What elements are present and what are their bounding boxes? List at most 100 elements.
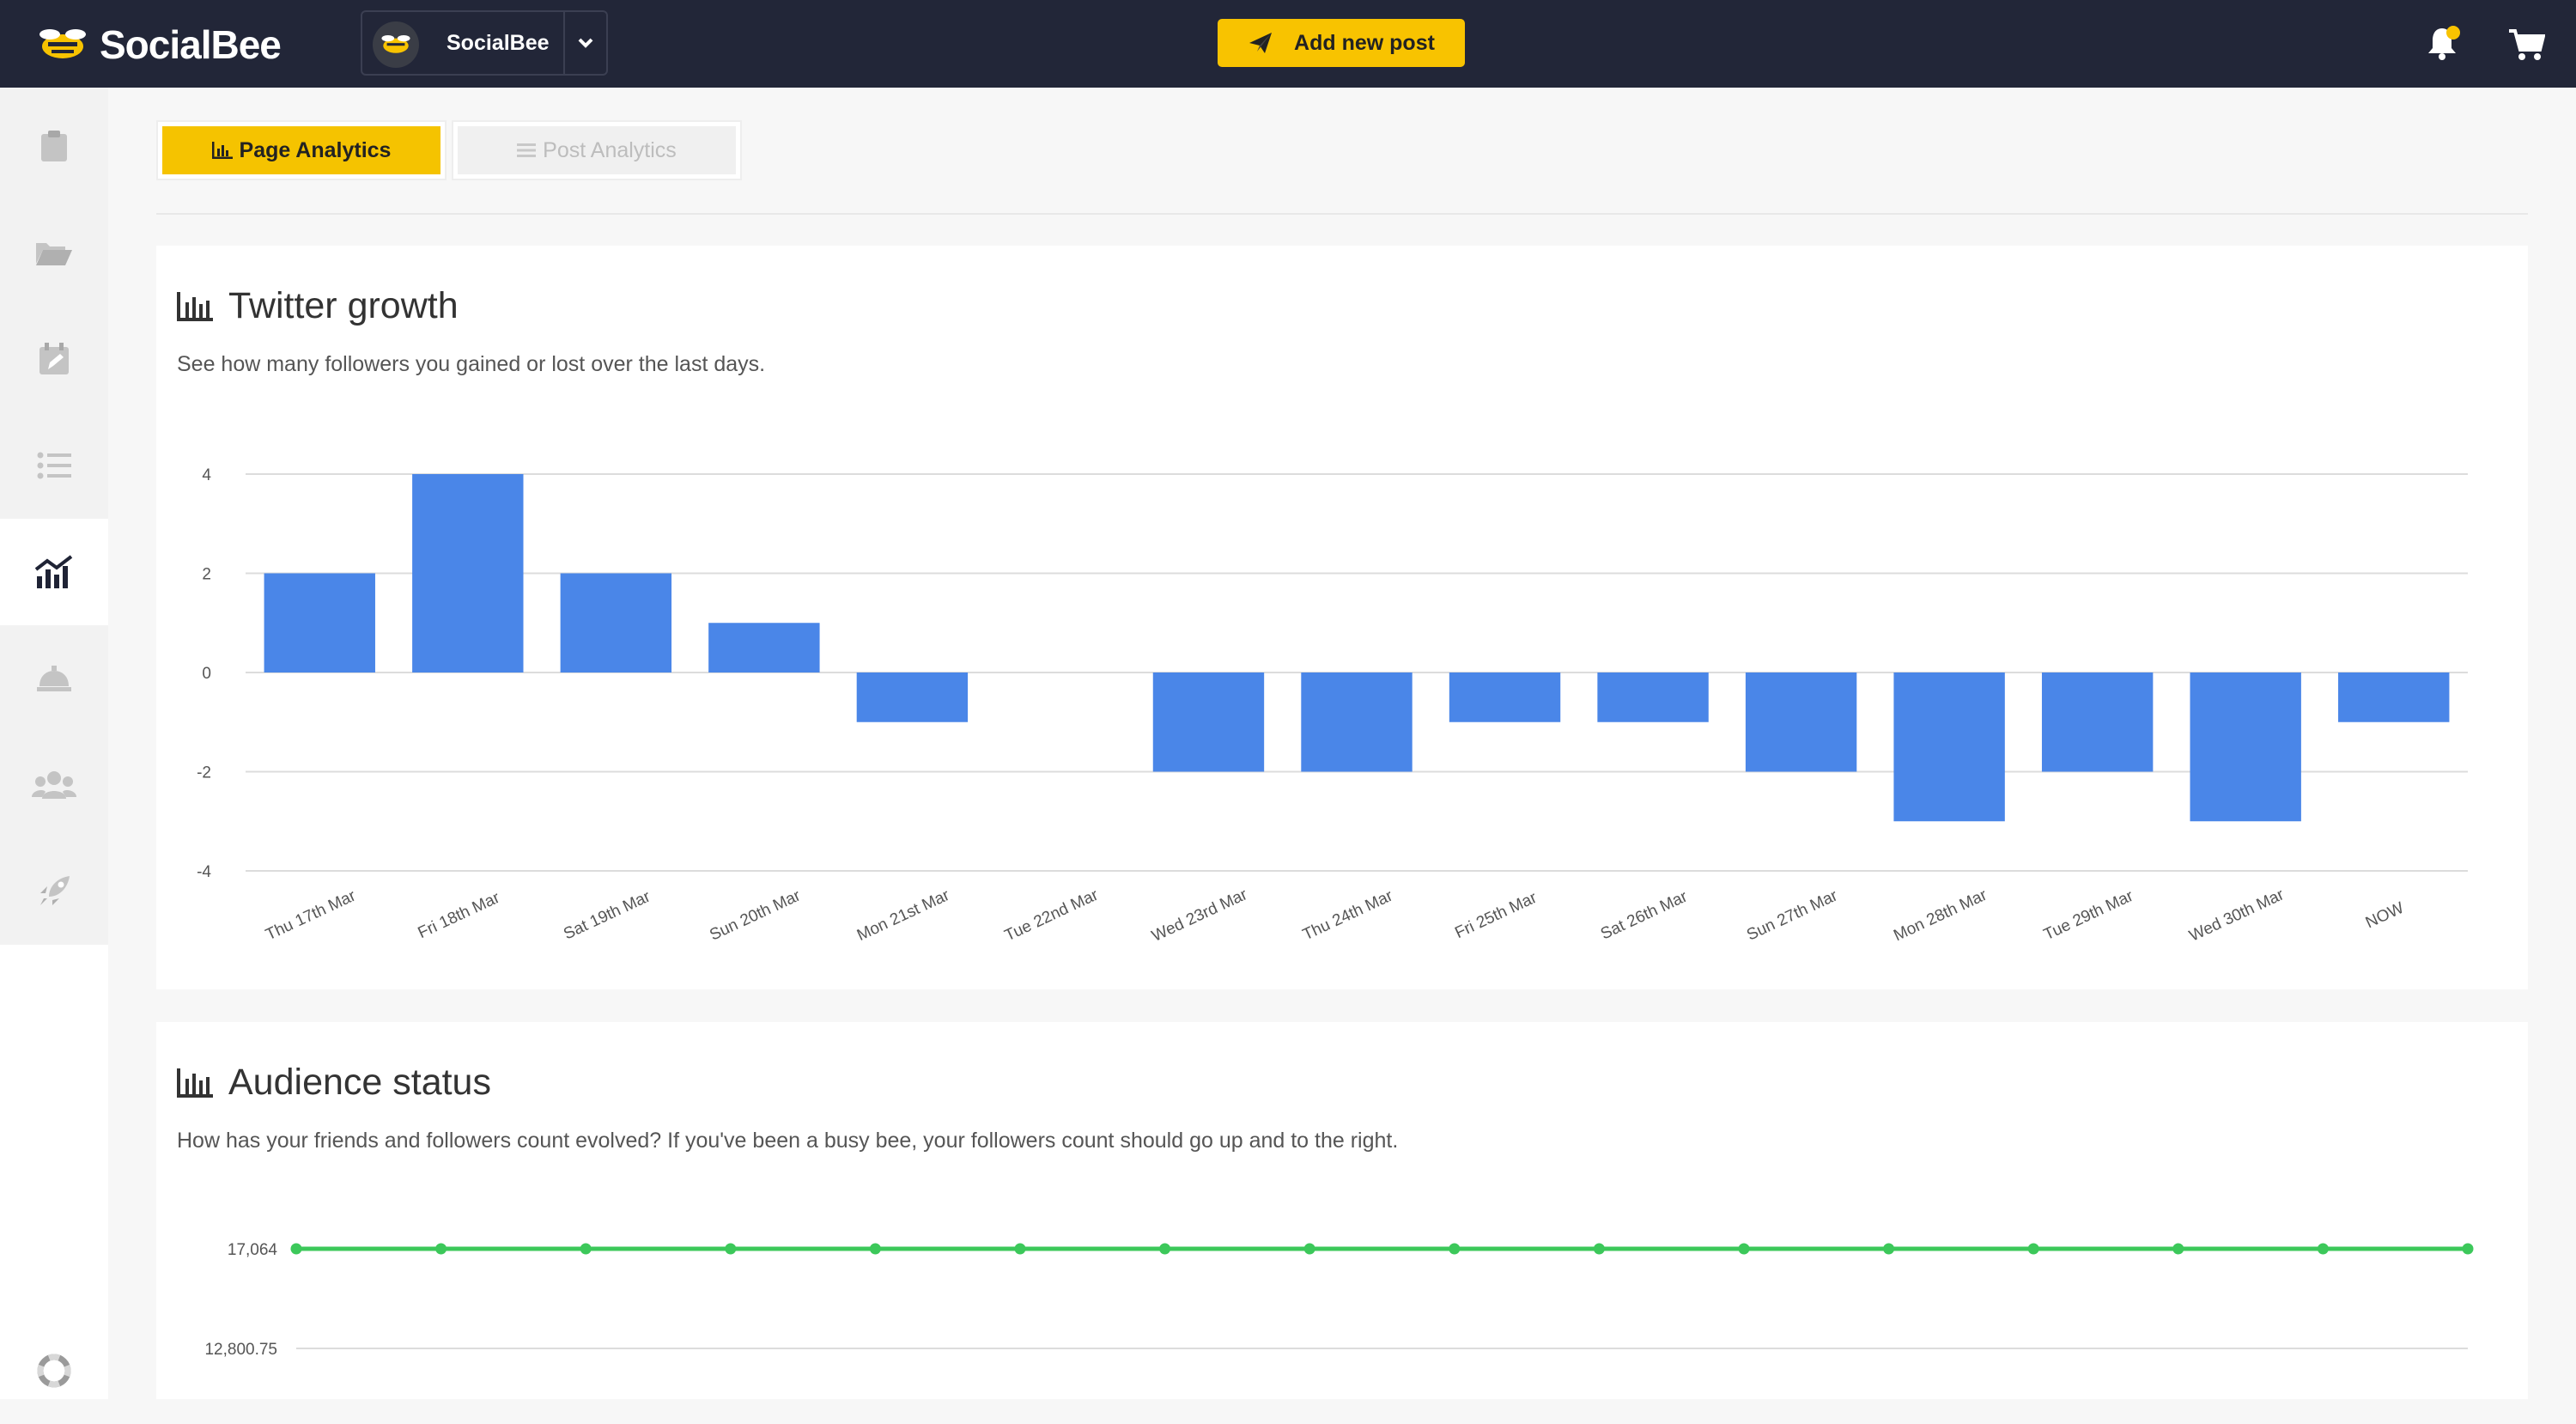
bar [1893,672,2005,822]
y-tick-label: -2 [197,764,211,782]
account-switcher[interactable]: SocialBee [361,10,608,76]
bee-logo-icon [39,29,86,58]
bar [1301,672,1413,772]
y-tick-label: 12,800.75 [204,1341,277,1359]
audience-status-description: How has your friends and followers count… [177,1129,1399,1153]
x-tick-label: Sun 20th Mar [707,886,804,945]
clipboard-icon [41,131,67,161]
calendar-edit-icon [39,343,69,374]
bar-chart-icon [177,1068,213,1098]
x-tick-label: Fri 25th Mar [1452,889,1540,943]
x-tick-label: NOW [2363,899,2407,933]
bar [856,672,969,722]
account-divider [563,12,565,74]
bar [1597,672,1709,722]
top-bar: SocialBee SocialBee Add new post [0,0,2576,88]
data-point [1014,1243,1026,1255]
sidebar-item-queue[interactable] [0,412,108,519]
sidebar-item-content[interactable] [0,93,108,199]
data-point [1738,1243,1750,1255]
data-point [869,1243,881,1255]
x-tick-label: Mon 28th Mar [1891,885,1990,945]
chevron-down-icon [578,38,593,48]
data-point [2027,1243,2039,1255]
sidebar-item-folders[interactable] [0,199,108,306]
bee-avatar-icon [381,34,410,53]
x-tick-label: Sun 27th Mar [1744,886,1841,945]
twitter-growth-heading: Twitter growth [177,285,459,327]
bar [264,573,375,672]
sidebar-item-concierge[interactable] [0,625,108,732]
twitter-growth-title: Twitter growth [228,285,459,326]
add-new-post-button[interactable]: Add new post [1218,19,1465,67]
rocket-icon [40,876,70,905]
data-point [1593,1243,1605,1255]
x-tick-label: Wed 30th Mar [2187,885,2287,946]
data-point [1159,1243,1171,1255]
account-dropdown-button[interactable] [565,12,606,74]
data-point [580,1243,592,1255]
sidebar-item-team[interactable] [0,732,108,838]
account-avatar [373,21,419,68]
audience-status-title: Audience status [228,1062,491,1103]
data-point [2317,1243,2329,1255]
tabs-divider [156,213,2528,215]
x-tick-label: Sat 26th Mar [1598,887,1691,943]
sidebar-item-calendar[interactable] [0,306,108,412]
tab-page-analytics-label: Page Analytics [239,137,392,162]
bar [1745,672,1857,772]
x-tick-label: Mon 21st Mar [854,886,953,945]
x-tick-label: Fri 18th Mar [416,889,503,943]
list-icon [37,452,71,479]
bar [1449,672,1561,722]
tab-page-analytics[interactable]: Page Analytics [156,120,447,180]
data-point [435,1243,447,1255]
x-tick-label: Tue 29th Mar [2041,886,2136,944]
analytics-chart-icon [34,555,73,588]
bar [708,623,820,672]
bar [2338,672,2450,722]
y-tick-label: 2 [202,566,211,584]
sidebar [0,88,108,1399]
y-tick-label: 17,064 [228,1241,278,1259]
bar-chart-icon [177,291,213,321]
data-point [2462,1243,2474,1255]
data-point [725,1243,737,1255]
concierge-bell-icon [37,666,71,691]
x-tick-label: Wed 23rd Mar [1149,885,1250,946]
bar [2190,672,2301,822]
data-point [1883,1243,1895,1255]
users-icon [32,771,76,799]
bar [412,474,524,672]
tab-post-analytics[interactable]: Post Analytics [452,120,742,180]
y-tick-label: -4 [197,863,211,881]
app-name: SocialBee [100,22,282,67]
bar [2041,672,2154,772]
cart-button[interactable] [2507,27,2546,66]
y-tick-label: 0 [202,665,211,683]
socialbee-logo[interactable]: SocialBee [36,22,282,67]
paper-plane-icon [1249,33,1273,53]
help-button[interactable] [0,1318,108,1424]
sidebar-footer [0,945,108,1399]
sidebar-item-analytics[interactable] [0,519,108,625]
data-point [1303,1243,1315,1255]
x-tick-label: Sat 19th Mar [561,887,653,943]
data-point [290,1243,302,1255]
bar [560,573,672,672]
audience-status-chart: 17,064 12,800.75 [204,1241,2474,1359]
notification-badge [2446,26,2460,40]
bar-chart-icon [211,142,233,159]
bar [1152,672,1265,772]
folder-open-icon [36,243,72,265]
sidebar-item-growth[interactable] [0,838,108,945]
tab-post-analytics-label: Post Analytics [543,137,677,162]
data-point [1449,1243,1461,1255]
twitter-growth-description: See how many followers you gained or los… [177,352,766,376]
x-tick-label: Thu 17th Mar [263,886,359,944]
add-new-post-label: Add new post [1294,30,1435,55]
account-name: SocialBee [447,31,550,55]
x-tick-label: Thu 24th Mar [1300,886,1396,944]
y-tick-label: 4 [202,466,211,484]
audience-status-card: Audience status How has your friends and… [156,1022,2528,1399]
